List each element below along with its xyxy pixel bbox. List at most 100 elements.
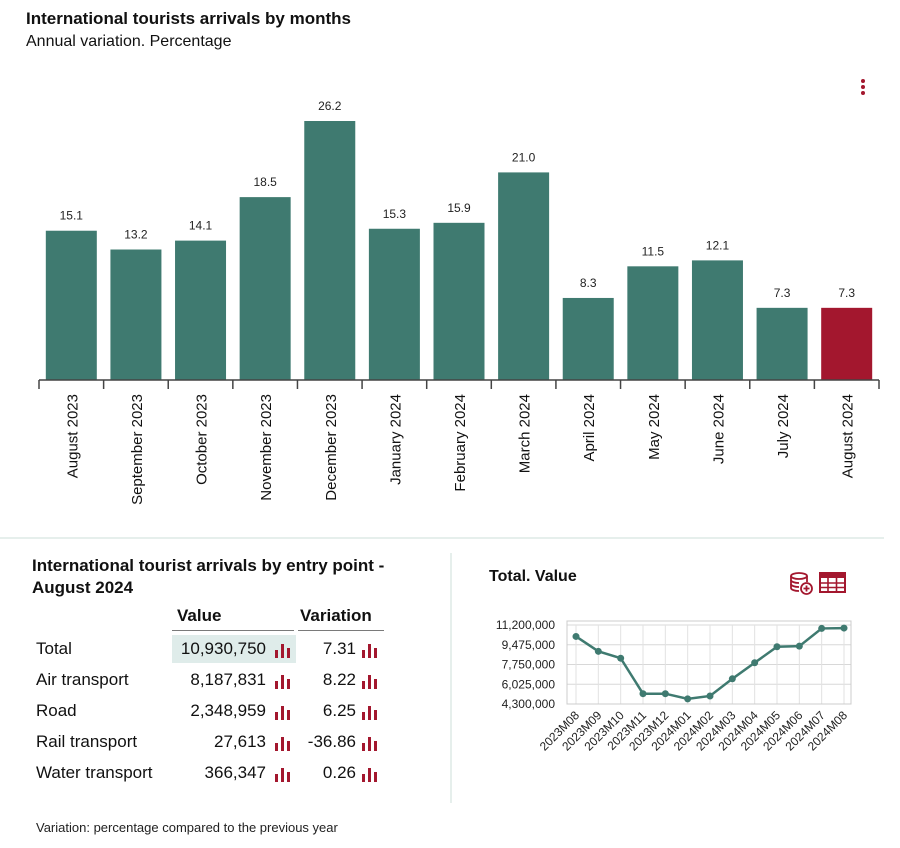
- x-axis-label: March 2024: [517, 394, 534, 473]
- data-point[interactable]: [728, 675, 736, 683]
- data-point[interactable]: [706, 692, 714, 700]
- footnote: Variation: percentage compared to the pr…: [36, 820, 338, 835]
- database-add-icon[interactable]: [789, 571, 813, 595]
- column-header-value: Value: [177, 606, 222, 625]
- bar-january-2024[interactable]: [368, 228, 420, 380]
- bar-chart-title: International tourists arrivals by month…: [26, 9, 351, 28]
- data-point[interactable]: [594, 647, 602, 655]
- data-point[interactable]: [617, 654, 625, 662]
- y-axis-label: 6,025,000: [502, 677, 556, 691]
- bar-value-label: 26.2: [318, 99, 342, 113]
- x-axis-label: May 2024: [646, 394, 663, 460]
- y-axis-label: 11,200,000: [496, 618, 555, 632]
- bar-value-label: 11.5: [642, 244, 665, 258]
- row-variation: -36.86: [307, 732, 356, 751]
- table-icon[interactable]: [819, 572, 846, 593]
- entry-point-table-title: International tourist arrivals by entry …: [32, 556, 385, 597]
- y-axis-label: 4,300,000: [502, 697, 556, 711]
- data-point[interactable]: [684, 695, 692, 703]
- row-variation: 8.22: [322, 670, 356, 689]
- bar-august-2023[interactable]: [45, 230, 97, 380]
- y-axis-label: 9,475,000: [502, 638, 556, 652]
- data-point[interactable]: [639, 690, 647, 698]
- vertical-dots-icon[interactable]: [856, 78, 870, 98]
- x-axis-label: August 2024: [840, 394, 857, 478]
- mini-bar-chart-icon[interactable]: [362, 767, 378, 782]
- data-point[interactable]: [572, 632, 580, 640]
- mini-bar-chart-icon[interactable]: [362, 705, 378, 720]
- row-label: Air transport: [36, 670, 129, 689]
- line-chart: 4,300,000 6,025,000 7,750,000 9,475,000 11,2…: [496, 618, 852, 754]
- bar-february-2024[interactable]: [433, 222, 485, 380]
- data-point[interactable]: [751, 659, 759, 667]
- bar-value-label: 8.3: [580, 276, 597, 290]
- x-axis-label: January 2024: [387, 394, 404, 485]
- bar-value-label: 15.9: [447, 201, 471, 215]
- table-row: Road 2,348,959 6.25: [0, 697, 450, 725]
- x-axis-label: October 2023: [194, 394, 211, 485]
- data-point[interactable]: [773, 643, 781, 651]
- bar-value-label: 15.1: [60, 209, 84, 223]
- section-divider: [0, 537, 884, 539]
- bar-november-2023[interactable]: [239, 197, 291, 380]
- bar-value-label: 13.2: [124, 228, 148, 242]
- bar-value-label: 7.3: [774, 286, 791, 300]
- row-value: 2,348,959: [190, 701, 266, 720]
- mini-bar-chart-icon[interactable]: [275, 736, 291, 751]
- x-axis-label: September 2023: [129, 394, 146, 505]
- mini-bar-chart-icon[interactable]: [362, 674, 378, 689]
- row-label: Road: [36, 701, 77, 720]
- data-point[interactable]: [840, 624, 848, 632]
- y-axis-label: 7,750,000: [502, 658, 556, 672]
- mini-bar-chart-icon[interactable]: [275, 674, 291, 689]
- bar-value-label: 14.1: [189, 219, 213, 233]
- bar-september-2023[interactable]: [110, 249, 162, 380]
- row-variation: 7.31: [322, 639, 356, 658]
- x-axis-label: December 2023: [323, 394, 340, 501]
- mini-bar-chart-icon[interactable]: [275, 705, 291, 720]
- row-value: 10,930,750: [172, 635, 296, 663]
- mini-bar-chart-icon[interactable]: [275, 643, 291, 658]
- bar-chart-subtitle: Annual variation. Percentage: [26, 33, 232, 50]
- data-point[interactable]: [818, 624, 826, 632]
- panel-divider: [450, 553, 452, 803]
- bar-june-2024[interactable]: [691, 260, 743, 380]
- bar-value-label: 21.0: [512, 150, 536, 164]
- bar-april-2024[interactable]: [562, 297, 614, 380]
- table-row: Air transport 8,187,831 8.22: [0, 666, 450, 694]
- row-variation: 0.26: [322, 763, 356, 782]
- row-label: Total: [36, 639, 72, 658]
- row-value: 366,347: [204, 763, 266, 782]
- x-axis-label: February 2024: [452, 394, 469, 492]
- table-row: Rail transport 27,613 -36.86: [0, 728, 450, 756]
- column-header-variation: Variation: [300, 606, 372, 625]
- mini-bar-chart-icon[interactable]: [362, 643, 378, 658]
- row-variation: 6.25: [322, 701, 356, 720]
- x-axis-label: June 2024: [710, 394, 727, 464]
- bar-value-label: 18.5: [253, 175, 277, 189]
- bar-chart: 15.1 August 2023 13.2 September 2023 14.1 Oct…: [38, 99, 880, 505]
- row-value: 8,187,831: [190, 670, 266, 689]
- column-underline: [172, 630, 294, 631]
- bar-value-label: 15.3: [383, 207, 407, 221]
- mini-bar-chart-icon[interactable]: [362, 736, 378, 751]
- row-label: Rail transport: [36, 732, 138, 751]
- bar-march-2024[interactable]: [498, 172, 550, 380]
- bar-value-label: 12.1: [706, 238, 730, 252]
- table-row: Total 10,930,750 7.31: [0, 635, 450, 663]
- table-row: Water transport 366,347 0.26: [0, 759, 450, 787]
- bar-december-2023[interactable]: [304, 121, 356, 380]
- bar-may-2024[interactable]: [627, 266, 679, 380]
- x-axis-label: August 2023: [64, 394, 81, 478]
- column-underline: [298, 630, 384, 631]
- x-axis-label: July 2024: [775, 394, 792, 458]
- row-label: Water transport: [36, 763, 153, 782]
- row-value: 27,613: [214, 732, 266, 751]
- bar-july-2024[interactable]: [756, 307, 808, 380]
- bar-october-2023[interactable]: [175, 240, 227, 380]
- data-point[interactable]: [661, 690, 669, 698]
- x-axis-label: November 2023: [258, 394, 275, 501]
- data-point[interactable]: [795, 642, 803, 650]
- bar-august-2024[interactable]: [821, 307, 873, 380]
- mini-bar-chart-icon[interactable]: [275, 767, 291, 782]
